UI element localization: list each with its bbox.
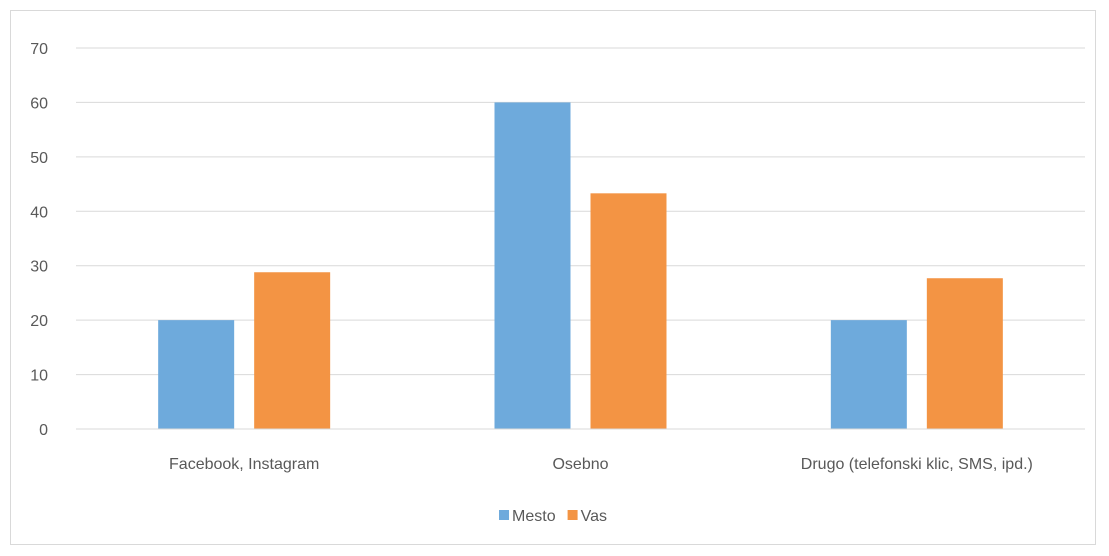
legend: Mesto Vas (499, 508, 607, 525)
bar-vas-2 (926, 278, 1003, 429)
legend-swatch-vas (567, 510, 578, 520)
y-tick-label-30: 30 (30, 259, 48, 276)
x-category-label-0: Facebook, Instagram (169, 456, 319, 473)
legend-item-mesto: Mesto (499, 508, 556, 525)
gridlines (76, 47, 1085, 376)
bar-vas-1 (590, 193, 667, 429)
x-category-label-2: Drugo (telefonski klic, SMS, ipd.) (801, 456, 1033, 473)
y-tick-label-50: 50 (30, 150, 48, 167)
bar-mesto-2 (830, 320, 907, 429)
bar-mesto-1 (494, 102, 571, 429)
x-category-label-1: Osebno (552, 456, 608, 473)
y-tick-label-10: 10 (30, 368, 48, 385)
legend-item-vas: Vas (567, 508, 607, 525)
y-tick-label-70: 70 (30, 41, 48, 58)
y-tick-label-20: 20 (30, 313, 48, 330)
legend-label-mesto: Mesto (512, 508, 556, 525)
category-labels: Facebook, Instagram Osebno Drugo (telefons… (169, 456, 1033, 473)
y-tick-label-40: 40 (30, 204, 48, 221)
bar-mesto-0 (158, 320, 235, 429)
y-tick-label-60: 60 (30, 95, 48, 112)
y-axis-ticks: 0 10 20 30 40 50 60 70 (30, 41, 48, 439)
bars (158, 102, 1003, 429)
y-tick-label-0: 0 (39, 422, 48, 439)
legend-swatch-mesto (499, 510, 510, 520)
bar-vas-0 (254, 272, 331, 429)
legend-label-vas: Vas (581, 508, 607, 525)
